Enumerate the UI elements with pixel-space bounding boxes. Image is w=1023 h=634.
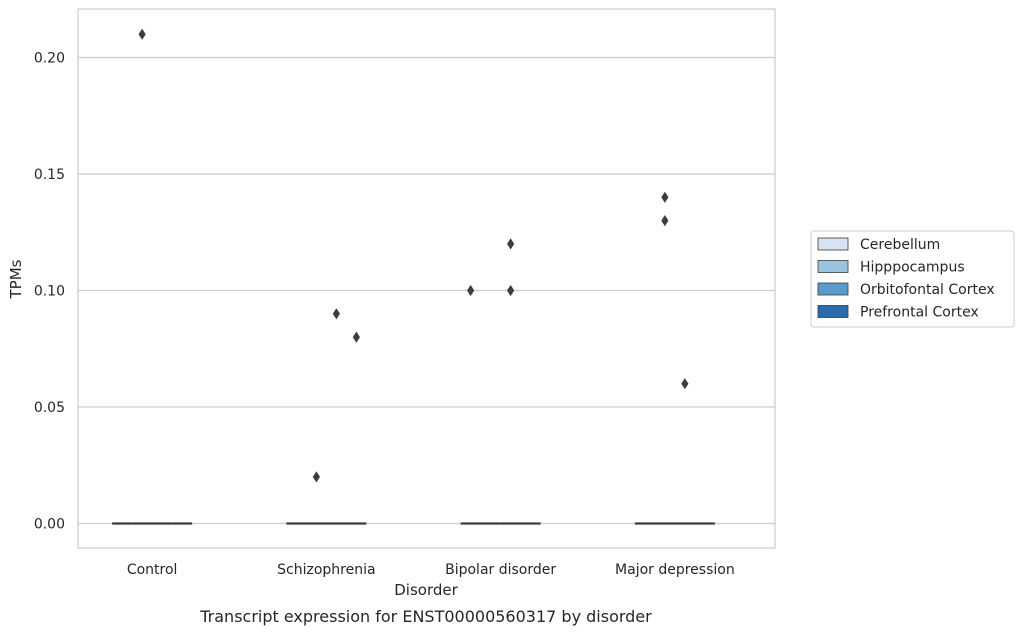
- outlier-point: [681, 378, 689, 390]
- gridlines: [78, 56, 775, 525]
- x-tick-label: Control: [127, 562, 178, 578]
- legend-label: Orbitofontal Cortex: [860, 282, 995, 298]
- legend-label: Cerebellum: [860, 237, 940, 253]
- legend-label: Prefrontal Cortex: [860, 305, 979, 321]
- outlier-points: [138, 28, 689, 483]
- outlier-point: [312, 471, 320, 483]
- y-axis-ticks: 0.00 0.05 0.10 0.15 0.20: [34, 51, 65, 533]
- outlier-point: [332, 308, 340, 320]
- legend-label: Hipppocampus: [860, 260, 965, 276]
- y-tick-label: 0.00: [34, 517, 65, 533]
- outlier-point: [467, 284, 475, 297]
- y-tick-label: 0.20: [34, 51, 65, 67]
- legend-swatch: [817, 282, 849, 296]
- legend: Cerebellum Hipppocampus Orbitofontal Corte…: [810, 230, 1015, 328]
- outlier-point: [661, 215, 669, 227]
- y-tick-label: 0.15: [34, 167, 65, 183]
- x-axis-ticks: Control Schizophrenia Bipolar disorder Majo…: [127, 562, 735, 578]
- plot-frame: [77, 8, 776, 549]
- legend-swatch: [817, 260, 849, 273]
- outlier-point: [507, 238, 515, 250]
- y-tick-label: 0.10: [34, 284, 65, 300]
- y-tick-label: 0.05: [34, 400, 65, 416]
- x-tick-label: Major depression: [615, 562, 735, 578]
- outlier-point: [352, 331, 360, 343]
- chart-caption: Transcript expression for ENST0000056031…: [199, 607, 652, 626]
- legend-frame: [810, 230, 1015, 328]
- x-tick-label: Bipolar disorder: [445, 562, 556, 578]
- outlier-point: [661, 191, 669, 203]
- x-axis-label: Disorder: [394, 581, 458, 599]
- legend-swatch: [817, 305, 849, 318]
- legend-swatch: [817, 237, 849, 251]
- outlier-point: [138, 28, 146, 40]
- y-axis-label: TPMs: [7, 259, 25, 299]
- outlier-point: [507, 284, 515, 297]
- x-tick-label: Schizophrenia: [277, 562, 375, 578]
